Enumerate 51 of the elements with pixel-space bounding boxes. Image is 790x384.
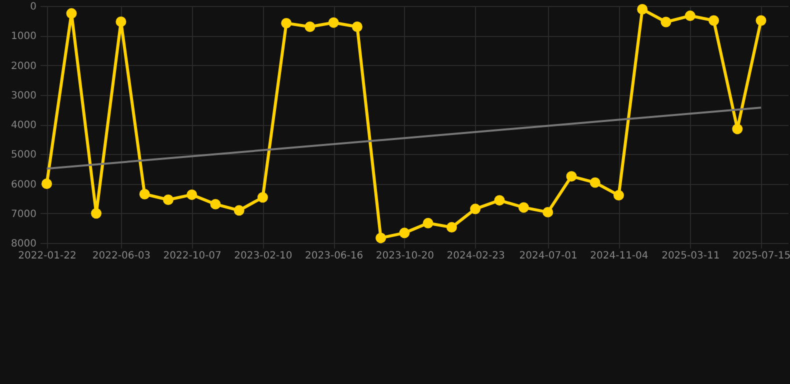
point — [328, 17, 339, 28]
point — [304, 22, 316, 32]
point — [446, 222, 457, 233]
x-tick-label: 2023-06-16 — [305, 250, 364, 262]
x-tick-label: 2023-02-10 — [234, 250, 292, 262]
point — [66, 8, 77, 19]
point — [422, 218, 434, 228]
point — [90, 208, 102, 219]
point — [257, 192, 268, 203]
y-tick-label: 5000 — [11, 150, 36, 161]
point — [352, 22, 362, 32]
point — [660, 16, 672, 28]
x-tick-label: 2022-06-03 — [92, 250, 151, 262]
point — [376, 232, 386, 244]
y-tick-label: 7000 — [11, 208, 36, 220]
y-tick-label: 0 — [30, 2, 36, 12]
x-tick-label: 2024-11-04 — [590, 250, 648, 262]
x-tick-label: 2022-01-22 — [18, 250, 76, 262]
x-tick-label: 2025-03-11 — [662, 250, 720, 262]
point — [518, 202, 529, 213]
y-tick-label: 8000 — [11, 238, 36, 250]
point — [162, 194, 174, 205]
y-tick-label: 2000 — [11, 60, 36, 72]
point — [590, 177, 600, 188]
point — [399, 228, 410, 238]
point — [234, 205, 244, 216]
y-tick-label: 3000 — [11, 90, 36, 102]
x-tick-label: 2022-10-07 — [163, 250, 222, 262]
point — [116, 16, 126, 27]
x-tick-label: 2025-07-15 — [732, 250, 790, 262]
point — [566, 171, 577, 182]
x-tick-label: 2024-07-01 — [519, 250, 578, 262]
point — [613, 190, 624, 201]
point — [42, 178, 52, 189]
y-tick-label: 4000 — [11, 120, 36, 131]
point — [139, 188, 150, 200]
point — [637, 4, 648, 14]
point — [210, 198, 221, 210]
x-tick-label: 2024-02-23 — [446, 250, 505, 262]
point — [186, 189, 198, 200]
y-tick-label: 1000 — [11, 31, 36, 42]
point — [281, 18, 292, 28]
point — [732, 124, 743, 134]
point — [494, 195, 505, 206]
point — [756, 15, 766, 26]
y-tick-label: 6000 — [11, 179, 36, 190]
point — [684, 10, 696, 22]
point — [708, 15, 720, 26]
x-tick-label: 2023-10-20 — [376, 250, 434, 262]
point — [542, 206, 554, 218]
point — [470, 204, 481, 214]
